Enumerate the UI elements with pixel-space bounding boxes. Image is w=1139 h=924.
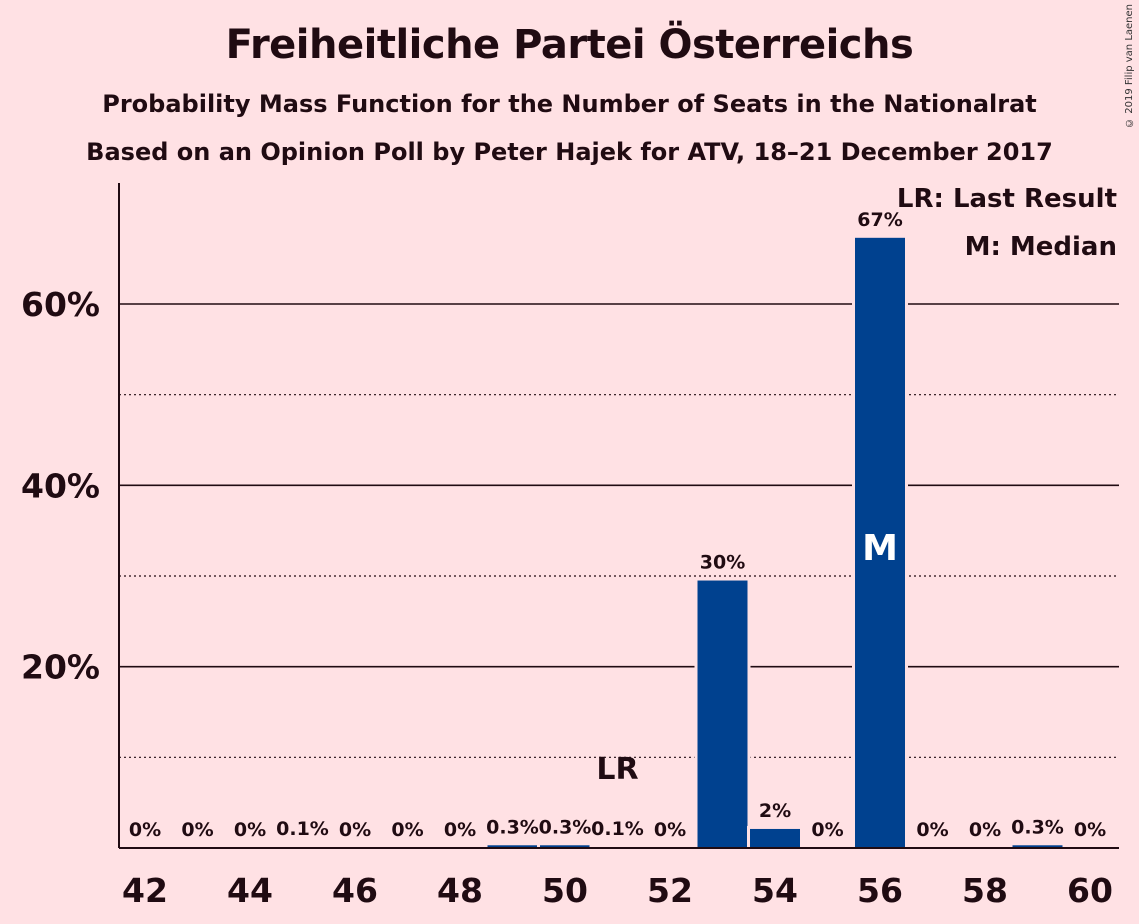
data-label: 30% [700,552,745,574]
legend-last-result: LR: Last Result [896,184,1117,214]
y-tick-label: 20% [21,648,100,687]
data-label: 0.1% [591,818,644,840]
bar-seat-50 [540,845,590,848]
chart-subtitle: Probability Mass Function for the Number… [102,90,1037,118]
x-tick-label: 56 [857,871,903,910]
data-label: 0% [969,819,1001,841]
x-tick-label: 48 [437,871,483,910]
data-label: 0.1% [276,818,329,840]
x-tick-label: 52 [647,871,693,910]
y-tick-label: 60% [21,285,100,324]
bar-gap [1009,842,1066,848]
bar-seat-54 [750,828,800,848]
data-label: 2% [759,800,791,822]
data-label: 0.3% [1011,816,1064,838]
x-tick-label: 46 [332,871,378,910]
bar-seat-49 [487,845,538,848]
x-tick-label: 42 [122,871,168,910]
bar-seat-53 [697,580,748,848]
x-tick-label: 60 [1067,871,1113,910]
data-label: 0% [916,819,948,841]
chart-subtitle-poll: Based on an Opinion Poll by Peter Hajek … [86,138,1053,166]
chart-title: Freiheitliche Partei Österreichs [225,22,914,68]
data-label: 0% [129,819,161,841]
y-tick-label: 40% [21,466,100,505]
data-label: 0% [391,819,423,841]
data-label: 0% [1074,819,1106,841]
median-marker: M [862,528,898,569]
data-label: 0% [181,819,213,841]
data-label: 0% [339,819,371,841]
bar-gap [589,844,646,848]
x-tick-label: 50 [542,871,588,910]
data-label: 0.3% [486,816,539,838]
data-label: 0% [444,819,476,841]
x-tick-label: 58 [962,871,1008,910]
last-result-marker: LR [596,752,638,787]
bar-seat-59 [1012,845,1063,848]
bar-gap [274,844,331,848]
x-tick-label: 54 [752,871,798,910]
data-label: 0.3% [539,816,592,838]
x-tick-label: 44 [227,871,273,910]
legend-median: M: Median [964,232,1117,262]
data-label: 0% [811,819,843,841]
data-label: 67% [857,209,902,231]
data-label: 0% [234,819,266,841]
bar-gap [484,842,541,848]
bar-seat-56 [855,237,905,848]
bar-gap [537,842,593,848]
data-label: 0% [654,819,686,841]
